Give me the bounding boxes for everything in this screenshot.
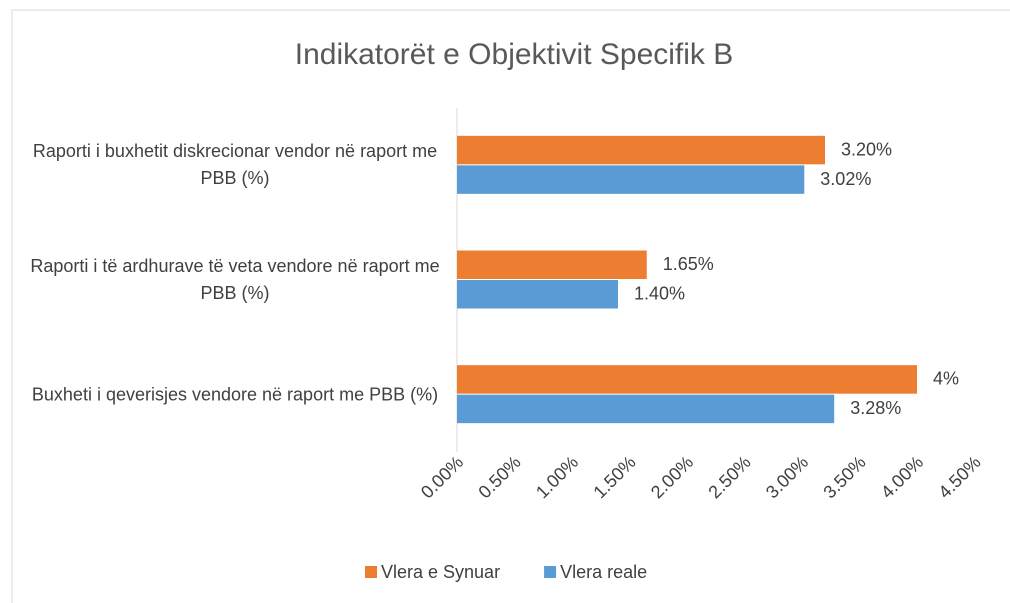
x-tick-label: 1.50% (589, 452, 639, 502)
category-label: Buxheti i qeverisjes vendore në raport m… (31, 384, 439, 405)
data-label: 1.40% (634, 284, 685, 304)
x-tick-label: 2.00% (647, 452, 697, 502)
x-tick-label: 0.00% (417, 452, 467, 502)
x-tick-label: 4.50% (934, 452, 984, 502)
bar (457, 250, 647, 279)
data-label: 3.20% (841, 139, 892, 159)
data-label: 3.28% (850, 398, 901, 418)
x-tick-label: 0.50% (474, 452, 524, 502)
x-tick-label: 3.00% (762, 452, 812, 502)
category-label: Raporti i buxhetit diskrecionar vendor n… (32, 141, 438, 189)
bar (457, 280, 618, 309)
x-tick-label: 3.50% (819, 452, 869, 502)
bar (457, 135, 825, 165)
bar (457, 365, 917, 394)
chart-title: Indikatorët e Objektivit Specifik B (295, 38, 734, 71)
data-label: 1.65% (663, 254, 714, 274)
legend-swatch (365, 566, 377, 578)
legend-swatch (544, 566, 557, 578)
x-tick-label: 1.00% (532, 452, 582, 502)
legend-label: Vlera e Synuar (381, 562, 500, 582)
x-tick-label: 4.00% (877, 452, 927, 502)
x-tick-label: 2.50% (704, 452, 754, 502)
bar (457, 394, 835, 424)
category-label: Raporti i të ardhurave të veta vendore n… (30, 256, 440, 303)
data-label: 4% (933, 369, 959, 389)
data-label: 3.02% (820, 169, 871, 189)
chart-border (11, 9, 1010, 603)
bar (457, 165, 805, 194)
legend-label: Vlera reale (560, 562, 647, 582)
